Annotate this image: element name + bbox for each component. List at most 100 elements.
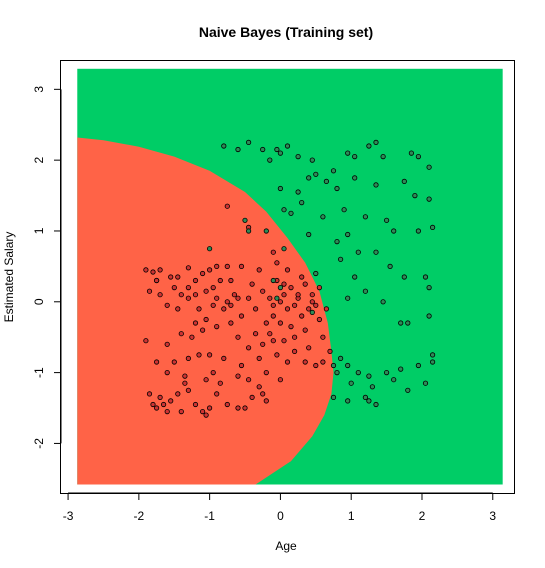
data-point-class-0: [246, 377, 252, 383]
data-point-class-0: [175, 306, 181, 312]
data-point-class-0: [224, 299, 230, 305]
data-point-class-0: [196, 306, 202, 312]
data-point-class-0: [210, 284, 216, 291]
y-tick-label: 0: [32, 298, 46, 305]
data-point-class-1: [345, 398, 351, 404]
data-point-class-0: [207, 352, 213, 358]
data-point-class-1: [373, 182, 379, 188]
data-point-class-0: [217, 380, 223, 386]
data-point-class-1: [415, 362, 421, 369]
data-point-class-0: [221, 306, 227, 312]
data-point-class-0: [214, 323, 220, 330]
data-point-class-1: [281, 246, 287, 252]
data-point-class-1: [270, 277, 276, 284]
data-point-class-1: [274, 146, 280, 153]
data-point-class-0: [270, 302, 276, 308]
data-point-class-0: [157, 292, 163, 298]
x-axis-label: Age: [275, 539, 297, 553]
data-point-class-0: [143, 267, 149, 273]
data-point-class-0: [253, 331, 259, 337]
x-tick-label: -2: [134, 509, 145, 523]
data-point-class-0: [192, 320, 199, 326]
data-point-class-1: [380, 154, 386, 160]
data-point-class-1: [281, 207, 287, 213]
data-point-class-1: [277, 150, 283, 156]
data-point-class-1: [429, 359, 436, 365]
data-point-class-0: [281, 292, 287, 298]
data-point-class-1: [373, 139, 379, 145]
data-point-class-0: [185, 284, 191, 291]
data-point-class-1: [345, 231, 351, 238]
data-point-class-0: [210, 302, 216, 308]
data-point-class-0: [263, 369, 269, 376]
data-point-class-1: [387, 263, 393, 269]
data-point-class-0: [168, 398, 174, 404]
data-point-class-1: [313, 270, 319, 277]
data-point-class-0: [182, 373, 188, 379]
data-point-class-1: [391, 228, 397, 234]
data-point-class-0: [175, 391, 181, 397]
data-point-class-1: [309, 309, 315, 315]
data-point-class-1: [306, 231, 312, 238]
data-point-class-0: [189, 334, 195, 340]
data-point-class-1: [426, 164, 432, 170]
data-point-class-0: [284, 306, 291, 312]
data-point-class-0: [306, 306, 312, 312]
data-point-class-0: [302, 327, 308, 333]
data-point-class-0: [270, 313, 276, 319]
data-point-class-1: [369, 384, 375, 390]
data-point-class-0: [288, 323, 294, 330]
y-tick-label: -2: [32, 438, 46, 449]
data-point-class-0: [171, 359, 177, 365]
data-point-class-0: [164, 302, 170, 308]
data-point-class-0: [242, 405, 248, 411]
data-point-class-1: [362, 394, 368, 400]
data-point-class-1: [345, 295, 351, 301]
data-point-class-0: [150, 401, 156, 408]
data-point-class-0: [221, 355, 227, 361]
data-point-class-0: [263, 398, 269, 404]
data-point-class-0: [182, 380, 188, 386]
data-point-class-0: [154, 405, 160, 411]
data-point-class-1: [242, 217, 248, 223]
data-point-class-1: [352, 274, 358, 280]
data-point-class-1: [405, 320, 411, 326]
data-point-class-0: [267, 295, 273, 301]
data-point-class-0: [316, 316, 322, 323]
data-point-class-0: [157, 267, 163, 273]
data-point-class-0: [214, 263, 220, 269]
data-point-class-0: [291, 334, 298, 340]
data-point-class-1: [341, 207, 347, 213]
data-point-class-0: [256, 384, 262, 390]
data-point-class-0: [228, 320, 234, 326]
data-point-class-0: [157, 394, 163, 400]
data-point-class-0: [270, 338, 276, 344]
data-point-class-1: [277, 284, 283, 291]
data-point-class-0: [246, 345, 252, 351]
data-point-class-0: [235, 373, 241, 379]
x-tick-label: 2: [419, 509, 426, 523]
data-point-class-0: [171, 284, 177, 291]
data-point-class-0: [277, 320, 283, 326]
data-point-class-0: [295, 292, 301, 298]
data-point-class-0: [238, 263, 245, 269]
data-point-class-1: [334, 239, 340, 245]
data-point-class-1: [391, 377, 397, 383]
data-point-class-0: [203, 412, 209, 418]
x-tick-label: -1: [204, 509, 215, 523]
data-point-class-1: [299, 200, 305, 206]
data-point-class-0: [309, 292, 315, 298]
data-point-class-0: [203, 288, 209, 294]
data-point-class-0: [200, 270, 206, 277]
data-point-class-0: [146, 391, 153, 397]
data-point-class-0: [235, 334, 241, 340]
x-tick-label: 0: [277, 509, 284, 523]
data-point-class-1: [295, 189, 301, 195]
data-point-class-0: [277, 299, 283, 305]
data-point-class-0: [207, 267, 213, 273]
data-point-class-1: [426, 313, 432, 319]
chart-title: Naive Bayes (Training set): [199, 24, 373, 40]
data-point-class-0: [185, 295, 191, 301]
data-point-class-0: [291, 302, 298, 308]
